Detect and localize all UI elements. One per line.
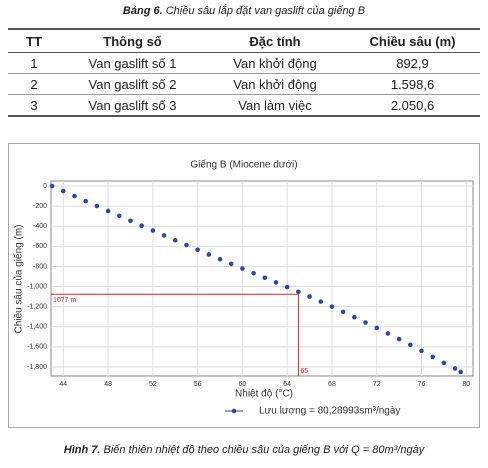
data-point	[408, 342, 413, 348]
table-row: 3 Van gaslift số 3 Van làm việc 2.050,6	[8, 94, 480, 117]
table-cell: 892,9	[345, 52, 480, 74]
data-point	[284, 284, 290, 290]
header-cell: Đặc tính	[205, 28, 345, 53]
chart-title: Giếng B (Miocene dưới)	[190, 159, 297, 171]
figure-caption-label: Hình 7.	[63, 444, 101, 456]
table-cell: Van khởi động	[205, 73, 345, 95]
table-body: 1 Van gaslift số 1 Van khởi động 892,9 2 Van …	[8, 52, 480, 117]
data-point	[363, 320, 368, 325]
header-row: TT Thông số Đặc tính Chiều sâu (m)	[8, 28, 480, 53]
x-axis-label: Nhiệt độ (°C)	[235, 389, 293, 400]
data-point	[195, 247, 200, 253]
figure-caption-text: Biến thiên nhiệt độ theo chiều sâu của g…	[103, 444, 425, 456]
table-row: 2 Van gaslift số 2 Van khởi động 1.598,6	[8, 73, 480, 95]
y-tick-label: -1,000	[27, 283, 47, 290]
data-point	[458, 369, 463, 375]
data-point	[184, 242, 189, 248]
table-cell: Van gaslift số 2	[60, 73, 205, 95]
data-point	[217, 256, 223, 262]
header-cell: Thông số	[60, 28, 205, 53]
table-caption-text: Chiều sâu lắp đặt van gaslift của giếng …	[165, 5, 366, 17]
y-tick-label: -200	[33, 203, 47, 210]
data-point	[161, 233, 167, 238]
table-caption: Bảng 6. Chiều sâu lắp đặt van gaslift củ…	[0, 5, 488, 17]
x-tick-label: 72	[373, 381, 381, 388]
data-point	[150, 228, 156, 233]
table-cell: Van gaslift số 1	[60, 52, 205, 74]
x-tick-label: 80	[462, 381, 470, 388]
reference-label: 65	[300, 368, 308, 375]
y-tick-label: -600	[33, 243, 47, 250]
data-point	[307, 294, 312, 299]
data-point	[61, 188, 66, 194]
data-point	[452, 366, 458, 371]
data-point	[430, 354, 436, 360]
table-cell: 3	[8, 94, 60, 117]
x-tick-label: 64	[283, 381, 291, 388]
x-tick-label: 60	[239, 381, 247, 388]
x-tick-label: 76	[418, 381, 426, 388]
data-point	[206, 252, 212, 257]
data-point	[374, 325, 380, 331]
table-row: 1 Van gaslift số 1 Van khởi động 892,9	[8, 52, 480, 74]
table-caption-label: Bảng 6.	[122, 5, 163, 17]
data-point	[116, 213, 122, 219]
data-point	[128, 218, 133, 224]
data-point	[251, 270, 256, 276]
data-point	[385, 331, 391, 336]
data-point	[262, 275, 268, 281]
data-point	[228, 261, 234, 267]
data-point	[172, 237, 178, 243]
legend-marker	[231, 408, 237, 414]
header-cell: TT	[8, 28, 60, 53]
data-point	[49, 183, 55, 189]
x-tick-label: 48	[104, 381, 112, 388]
y-tick-label: -800	[33, 263, 47, 270]
x-tick-label: 68	[328, 381, 336, 388]
chart: Giếng B (Miocene dưới) Nhiệt độ (°C) Chi…	[8, 143, 480, 428]
data-point	[296, 289, 301, 295]
y-tick-label: -1,600	[27, 344, 47, 351]
header-cell: Chiều sâu (m)	[345, 28, 480, 53]
y-tick-label: -1,200	[27, 303, 47, 310]
y-tick-label: -400	[33, 223, 47, 230]
y-tick-label: -1,400	[27, 324, 47, 331]
y-axis-label: Chiều sâu của giếng (m)	[13, 225, 25, 334]
y-tick-label: 0	[43, 183, 47, 190]
data-point	[396, 336, 402, 342]
table-cell: Van làm việc	[205, 94, 345, 117]
data-point	[72, 193, 77, 199]
table-cell: Van gaslift số 3	[60, 94, 205, 117]
data-point	[94, 203, 100, 209]
x-tick-label: 52	[149, 381, 157, 388]
reference-label: 1077 m	[53, 297, 77, 304]
legend-label: Lưu lượng = 80,28993sm³/ngày	[259, 406, 400, 417]
data-point	[329, 304, 335, 309]
data-point	[83, 198, 89, 204]
figure-caption: Hình 7. Biến thiên nhiệt độ theo chiều s…	[0, 444, 488, 456]
data-point	[139, 223, 144, 229]
table-cell: 2.050,6	[345, 94, 480, 117]
x-tick-label: 56	[194, 381, 202, 388]
data-point	[340, 309, 346, 315]
table-cell: 2	[8, 73, 60, 95]
data-point	[419, 348, 424, 354]
data-point	[240, 266, 245, 271]
x-tick-label: 44	[59, 381, 67, 388]
table-cell: Van khởi động	[205, 52, 345, 74]
y-tick-label: -1,800	[27, 364, 47, 371]
data-point	[105, 208, 111, 214]
data-point	[441, 360, 447, 366]
data-point	[318, 299, 324, 304]
table-cell: 1	[8, 52, 60, 74]
table: TT Thông số Đặc tính Chiều sâu (m) 1 Van …	[8, 28, 480, 117]
data-point	[352, 314, 357, 320]
plot-area	[50, 180, 474, 377]
table-cell: 1.598,6	[345, 73, 480, 95]
data-point	[273, 280, 279, 285]
